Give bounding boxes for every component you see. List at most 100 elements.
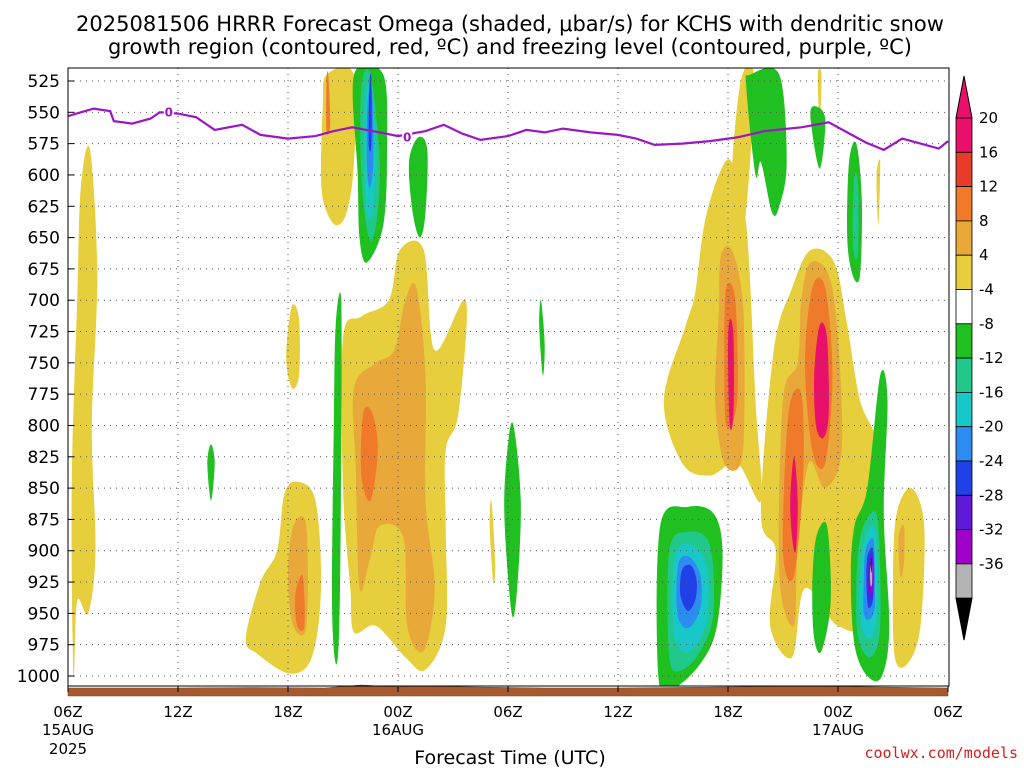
x-date-label: 16AUG	[372, 721, 424, 739]
y-tick-label: 825	[28, 448, 60, 468]
omega-region--4	[810, 106, 826, 169]
y-tick-label: 925	[28, 573, 60, 593]
y-tick-label: 775	[28, 385, 60, 405]
y-tick-label: 650	[28, 229, 60, 249]
colorbar-label: -20	[979, 418, 1004, 436]
omega-region-12	[294, 574, 305, 632]
colorbar-label: -28	[979, 486, 1004, 504]
omega-region-4	[286, 304, 300, 389]
colorbar-label: 20	[979, 109, 998, 127]
colorbar-swatch	[955, 426, 973, 462]
y-tick-label: 975	[28, 636, 60, 656]
contour-label-bg	[402, 130, 413, 144]
colorbar-swatch	[955, 357, 973, 393]
chart-title-line-2: growth region (contoured, red, ºC) and f…	[108, 35, 912, 59]
x-tick-label: 06Z	[493, 703, 522, 721]
colorbar-swatch	[955, 323, 973, 359]
chart-title-line-1: 2025081506 HRRR Forecast Omega (shaded, …	[76, 12, 944, 36]
y-tick-label: 550	[28, 103, 60, 123]
omega-region-4	[892, 487, 925, 668]
y-tick-label: 900	[28, 542, 60, 562]
freezing-level-line	[68, 107, 949, 152]
x-date-label: 15AUG	[42, 721, 94, 739]
colorbar-swatch	[955, 460, 973, 496]
omega-region--4	[745, 68, 787, 216]
x-year-label: 2025	[49, 740, 87, 758]
omega-region--20	[368, 73, 372, 152]
x-tick-label: 06Z	[53, 703, 82, 721]
omega-region--4	[812, 521, 831, 654]
x-tick-label: 18Z	[713, 703, 742, 721]
omega-region-12	[326, 70, 331, 135]
omega-region-8	[898, 524, 905, 577]
colorbar-swatch	[955, 563, 973, 599]
colorbar-swatch	[955, 391, 973, 428]
omega-region-20	[790, 456, 798, 553]
colorbar-legend: 20 16 12 8 4 -4 -8 -12 -16 -20 -24 -28 -32 -36	[955, 75, 1004, 641]
colorbar-label: -32	[979, 521, 1004, 539]
omega-region--4	[539, 299, 545, 376]
omega-region-8	[352, 282, 435, 653]
omega-region-4	[71, 145, 98, 679]
y-tick-label: 600	[28, 166, 60, 186]
x-tick-label: 12Z	[603, 703, 632, 721]
omega-region-20	[728, 318, 734, 431]
omega-region--4	[331, 292, 342, 665]
omega-region--20	[679, 564, 697, 612]
grid	[68, 68, 948, 686]
omega-region--4	[207, 444, 215, 501]
colorbar-swatch	[955, 254, 973, 290]
x-axis-label: Forecast Time (UTC)	[414, 747, 605, 768]
colorbar-swatch	[955, 186, 973, 222]
colorbar-swatch	[955, 494, 973, 530]
y-tick-label: 725	[28, 323, 60, 343]
omega-region-4	[663, 159, 762, 503]
colorbar-swatch	[955, 220, 973, 256]
colorbar-label: -36	[979, 555, 1004, 573]
omega-shading	[71, 68, 925, 686]
x-tick-label: 00Z	[823, 703, 852, 721]
freezing-level-label: 0	[403, 130, 411, 144]
omega-region--4	[408, 136, 428, 238]
y-tick-label: 700	[28, 291, 60, 311]
y-axis: 525 550 575 600 625 650 675 700 725 750 775 800 825 8…	[17, 72, 74, 687]
colorbar-label: -24	[979, 452, 1004, 470]
colorbar-label: 12	[979, 178, 998, 196]
colorbar-label: 8	[979, 212, 989, 230]
x-tick-label: 06Z	[933, 703, 962, 721]
omega-region-4	[731, 68, 754, 257]
y-tick-label: 1000	[17, 667, 60, 687]
omega-region-4	[320, 68, 357, 226]
omega-region-4	[876, 159, 881, 226]
colorbar-label: 4	[979, 246, 989, 264]
credit-link[interactable]: coolwx.com/models	[864, 744, 1018, 762]
colorbar-swatch	[955, 529, 973, 565]
x-tick-label: 18Z	[273, 703, 302, 721]
freezing-level-contour: 00	[68, 105, 949, 152]
omega-region-4	[245, 481, 322, 674]
omega-region--36	[870, 558, 872, 574]
x-tick-label: 00Z	[383, 703, 412, 721]
colorbar-label: -4	[979, 281, 994, 299]
colorbar-label: 16	[979, 143, 998, 161]
colorbar-label: -8	[979, 315, 994, 333]
y-tick-label: 750	[28, 354, 60, 374]
freezing-level-label: 0	[165, 105, 173, 119]
y-tick-label: 800	[28, 416, 60, 436]
colorbar-swatch	[955, 151, 973, 188]
colorbar-swatch	[955, 289, 973, 325]
colorbar-label: -16	[979, 383, 1004, 401]
x-date-label: 17AUG	[812, 721, 864, 739]
colorbar-bottom-arrow	[955, 597, 973, 641]
contour-label-bg	[163, 105, 174, 119]
colorbar-top-arrow	[955, 75, 973, 119]
omega-region-20	[814, 322, 829, 439]
y-tick-label: 625	[28, 197, 60, 217]
y-tick-label: 525	[28, 72, 60, 92]
plot-area: 00	[67, 67, 950, 697]
omega-region-4	[489, 499, 496, 584]
colorbar-label: -12	[979, 349, 1004, 367]
omega-region-12	[360, 406, 378, 502]
